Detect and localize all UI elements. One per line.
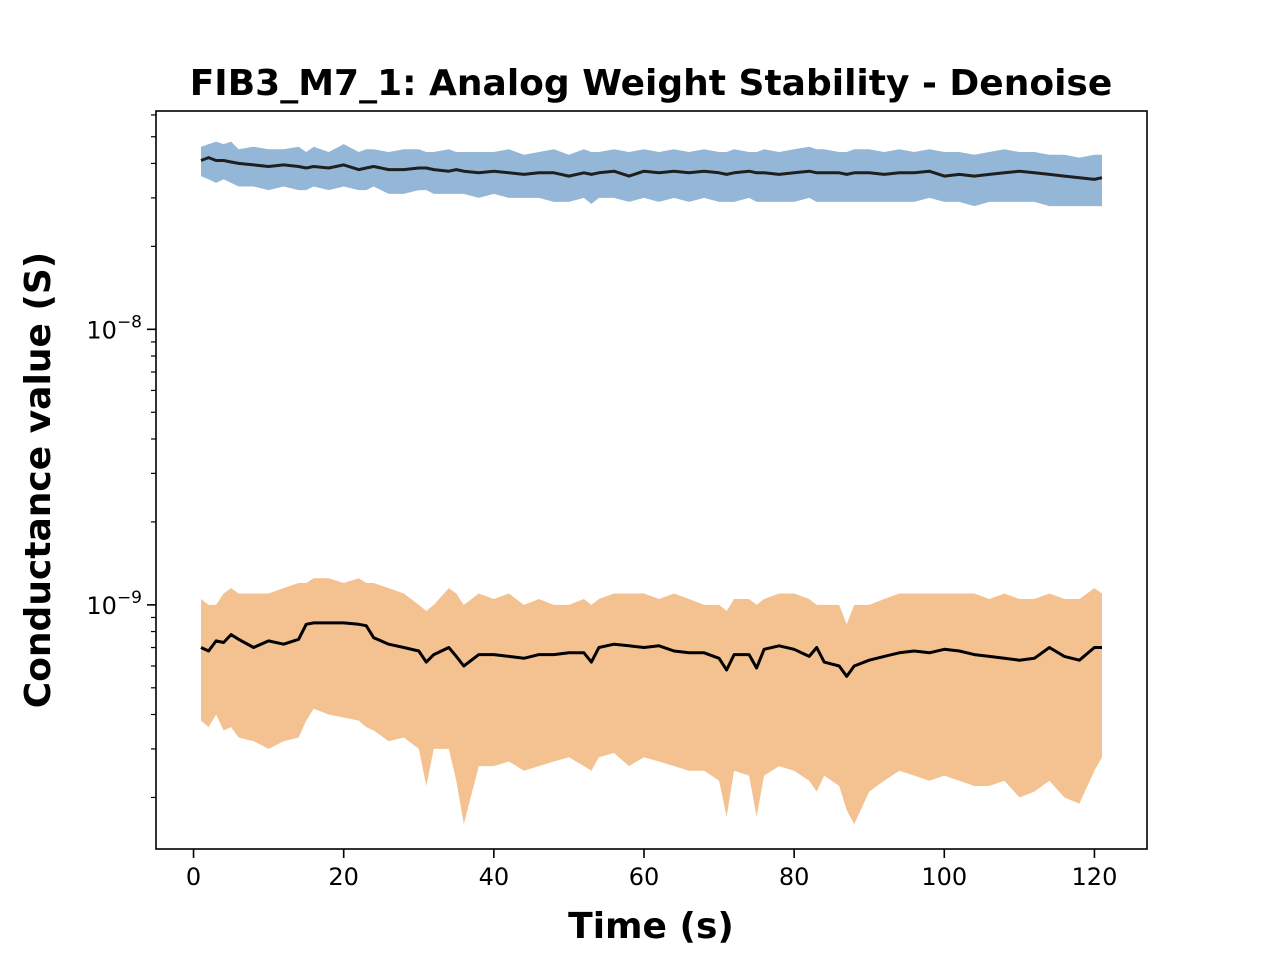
x-tick-label: 60	[629, 863, 660, 891]
x-tick-label: 0	[186, 863, 201, 891]
y-axis-label: Conductance value (S)	[18, 252, 59, 708]
x-tick-label: 20	[328, 863, 359, 891]
x-tick-label: 40	[479, 863, 510, 891]
x-axis-ticks: 0 20 40 60 80 100 120	[186, 849, 1117, 891]
chart-title: FIB3_M7_1: Analog Weight Stability - Den…	[190, 63, 1113, 104]
x-axis-label: Time (s)	[568, 906, 734, 947]
series-2-band	[201, 578, 1102, 825]
confidence-bands	[201, 141, 1102, 825]
x-tick-label: 80	[779, 863, 810, 891]
y-tick-label: 10−9	[86, 588, 142, 620]
y-tick-label: 10−8	[86, 312, 142, 344]
plot-frame	[155, 110, 1148, 850]
series-2-mean-line	[200, 621, 1102, 678]
x-tick-label: 100	[921, 863, 967, 891]
mean-lines	[200, 156, 1103, 678]
series-1-mean-line	[200, 156, 1103, 181]
series-1-band	[201, 141, 1102, 207]
x-tick-label: 120	[1072, 863, 1118, 891]
y-axis-ticks: 10−9 10−8	[86, 114, 156, 799]
